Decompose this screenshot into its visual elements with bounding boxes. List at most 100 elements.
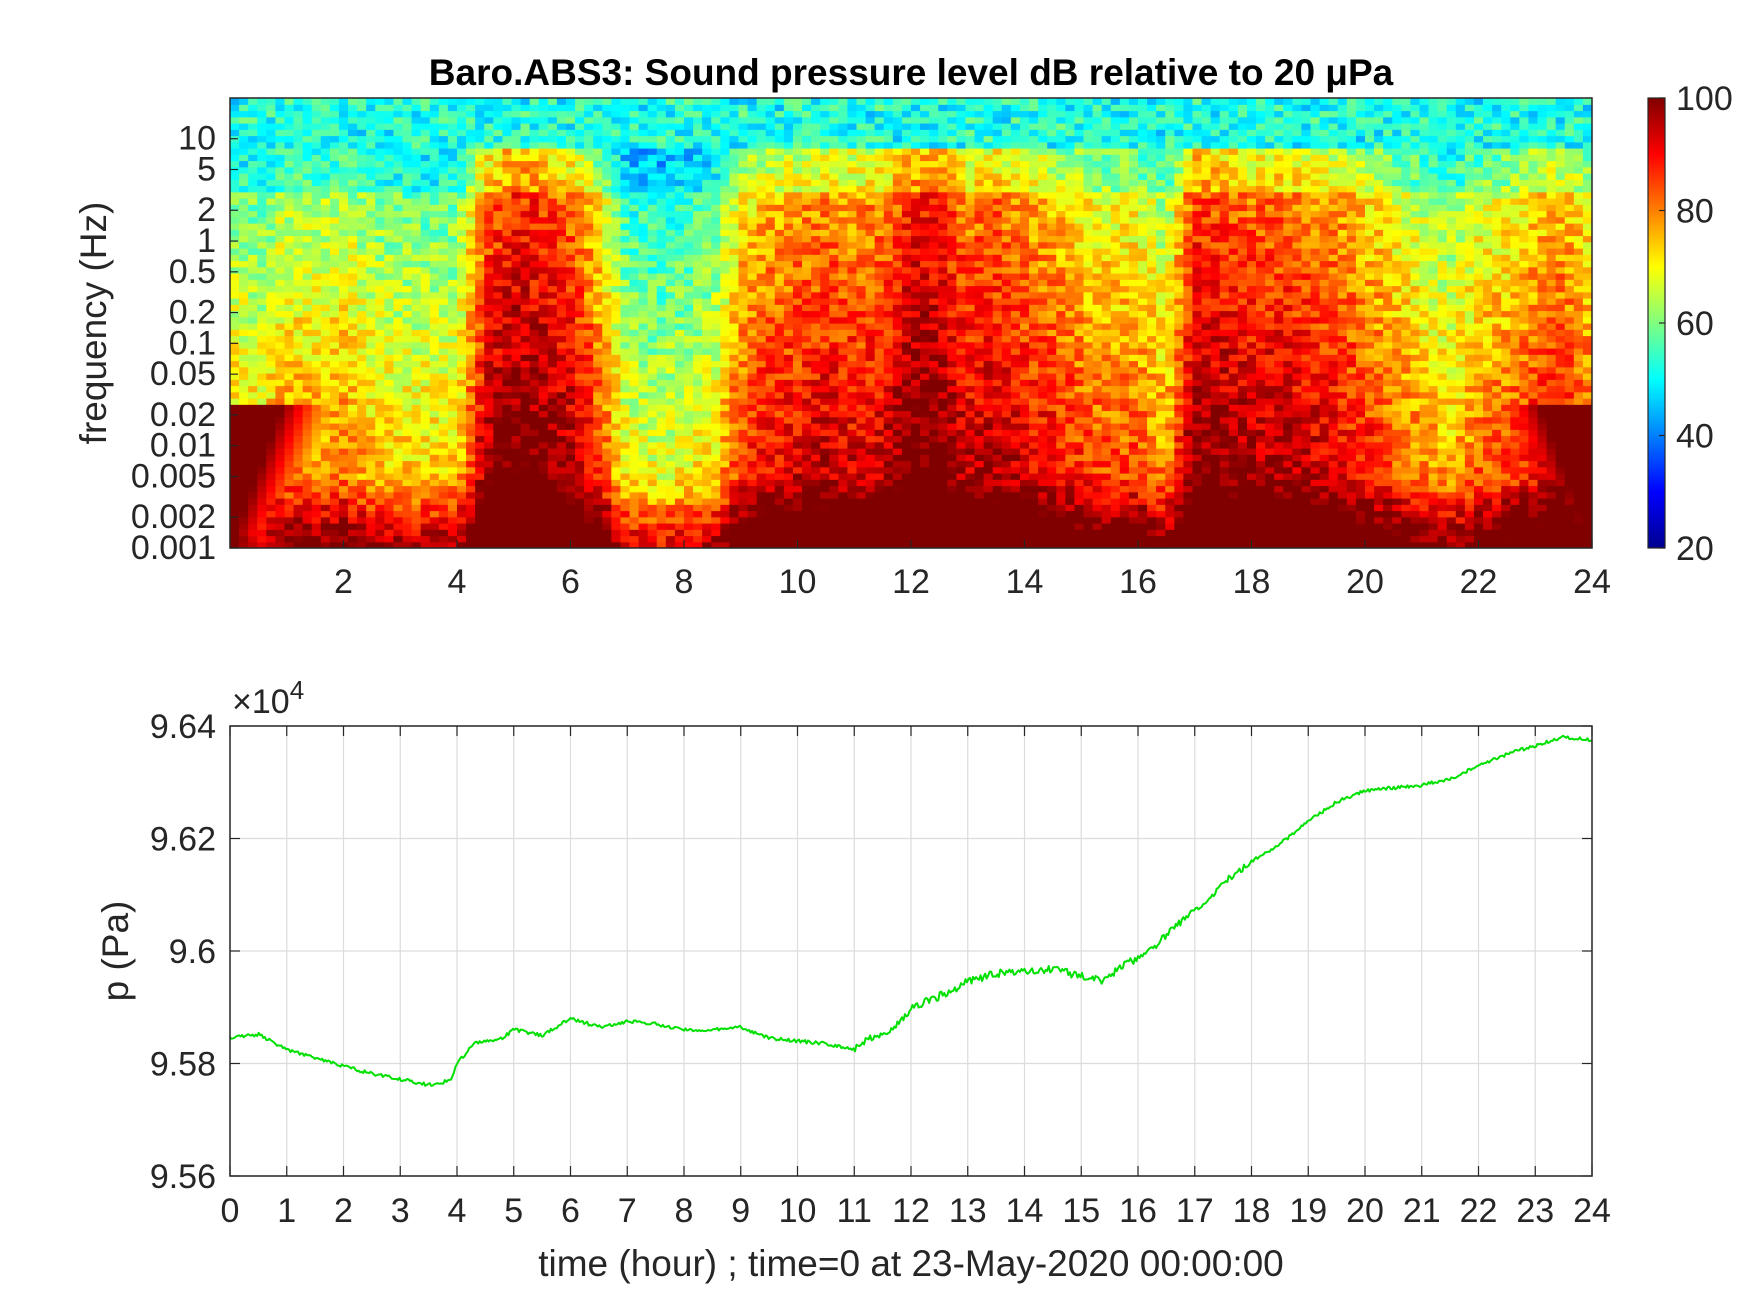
spectrogram-cell [329, 410, 340, 418]
spectrogram-cell [447, 341, 458, 349]
spectrogram-cell [602, 341, 612, 349]
spectrogram-cell [702, 235, 712, 243]
spectrogram-cell [829, 373, 839, 380]
spectrogram-cell [320, 154, 331, 162]
spectrogram-cell [266, 210, 276, 218]
spectrogram-cell [629, 285, 640, 293]
spectrogram-cell [311, 254, 322, 262]
spectrogram-cell [638, 404, 649, 412]
spectrogram-cell [565, 166, 576, 174]
spectrogram-cell [320, 466, 331, 474]
spectrogram-cell [447, 429, 458, 437]
spectrogram-cell [411, 185, 422, 193]
spectrogram-cell [538, 341, 549, 349]
spectrogram-cell [584, 448, 594, 455]
spectrogram-cell [366, 360, 376, 368]
spectrogram-cell [647, 429, 658, 437]
spectrogram-cell [711, 254, 721, 262]
spectrogram-cell [520, 254, 531, 262]
spectrogram-cell [402, 385, 413, 393]
spectrogram-cell [230, 416, 240, 424]
spectrogram-cell [602, 310, 612, 318]
spectrogram-cell [529, 385, 540, 393]
spectrogram-cell [511, 204, 522, 212]
spectrogram-cell [620, 229, 631, 237]
spectrogram-cell [248, 135, 258, 143]
spectrogram-cell [602, 416, 612, 424]
spectrogram-cell [348, 541, 358, 548]
spectrogram-cell [556, 291, 567, 299]
spectrogram-cell [320, 160, 331, 168]
spectrogram-cell [266, 273, 276, 280]
spectrogram-cell [684, 466, 694, 474]
spectrogram-cell [266, 329, 276, 337]
spectrogram-cell [447, 354, 458, 362]
spectrogram-cell [447, 510, 458, 518]
spectrogram-cell [684, 491, 694, 499]
spectrogram-cell [602, 316, 612, 324]
spectrogram-cell [802, 285, 812, 293]
spectrogram-cell [556, 191, 567, 199]
spectrogram-cell [565, 116, 576, 124]
spectrogram-cell [266, 298, 276, 305]
spectrogram-cell [547, 166, 558, 174]
spectrogram-cell [792, 491, 803, 499]
spectrogram-cell [529, 535, 540, 543]
spectrogram-cell [738, 379, 749, 387]
spectrogram-cell [239, 198, 249, 205]
spectrogram-cell [838, 98, 849, 105]
spectrogram-cell [357, 260, 367, 268]
spectrogram-cell [802, 248, 812, 255]
spectrogram-cell [420, 454, 431, 462]
spectrogram-cell [484, 223, 494, 230]
spectrogram-cell [729, 354, 740, 362]
spectrogram-cell [738, 541, 749, 548]
spectrogram-cell [584, 454, 594, 462]
spectrogram-cell [584, 479, 594, 487]
spectrogram-cell [429, 173, 440, 180]
spectrogram-cell [311, 166, 322, 174]
spectrogram-cell [647, 423, 658, 430]
spectrogram-cell [702, 523, 712, 530]
spectrogram-cell [302, 360, 313, 368]
spectrogram-cell [311, 341, 322, 349]
spectrogram-cell [547, 316, 558, 324]
spectrogram-cell [829, 316, 839, 324]
spectrogram-cell [357, 135, 367, 143]
spectrogram-cell [230, 173, 240, 180]
spectrogram-cell [556, 398, 567, 405]
spectrogram-cell [302, 135, 313, 143]
spectrogram-cell [783, 141, 794, 149]
spectrogram-cell [647, 235, 658, 243]
spectrogram-cell [420, 535, 431, 543]
spectrogram-cell [738, 166, 749, 174]
spectrogram-cell [411, 448, 422, 455]
spectrogram-cell [438, 254, 449, 262]
spectrogram-cell [538, 335, 549, 343]
spectrogram-cell [620, 541, 631, 548]
spectrogram-cell [402, 285, 413, 293]
spectrogram-cell [802, 129, 812, 137]
spectrogram-cell [393, 104, 404, 112]
spectrogram-cell [466, 448, 476, 455]
spectrogram-cell [656, 466, 667, 474]
spectrogram-cell [239, 498, 249, 505]
spectrogram-cell [556, 454, 567, 462]
spectrogram-cell [447, 423, 458, 430]
spectrogram-cell [411, 423, 422, 430]
spectrogram-cell [556, 210, 567, 218]
spectrogram-cell [611, 329, 622, 337]
spectrogram-cell [520, 210, 531, 218]
spectrogram-cell [556, 304, 567, 312]
spectrogram-cell [239, 391, 249, 399]
spectrogram-cell [711, 129, 721, 137]
spectrogram-cell [266, 454, 276, 462]
spectrogram-cell [257, 98, 267, 105]
spectrogram-cell [447, 460, 458, 468]
spectrogram-cell [738, 291, 749, 299]
spectrogram-cell [329, 479, 340, 487]
spectrogram-cell [338, 385, 349, 393]
spectrogram-cell [575, 491, 585, 499]
spectrogram-cell [575, 235, 585, 243]
spectrogram-cell [275, 541, 286, 548]
